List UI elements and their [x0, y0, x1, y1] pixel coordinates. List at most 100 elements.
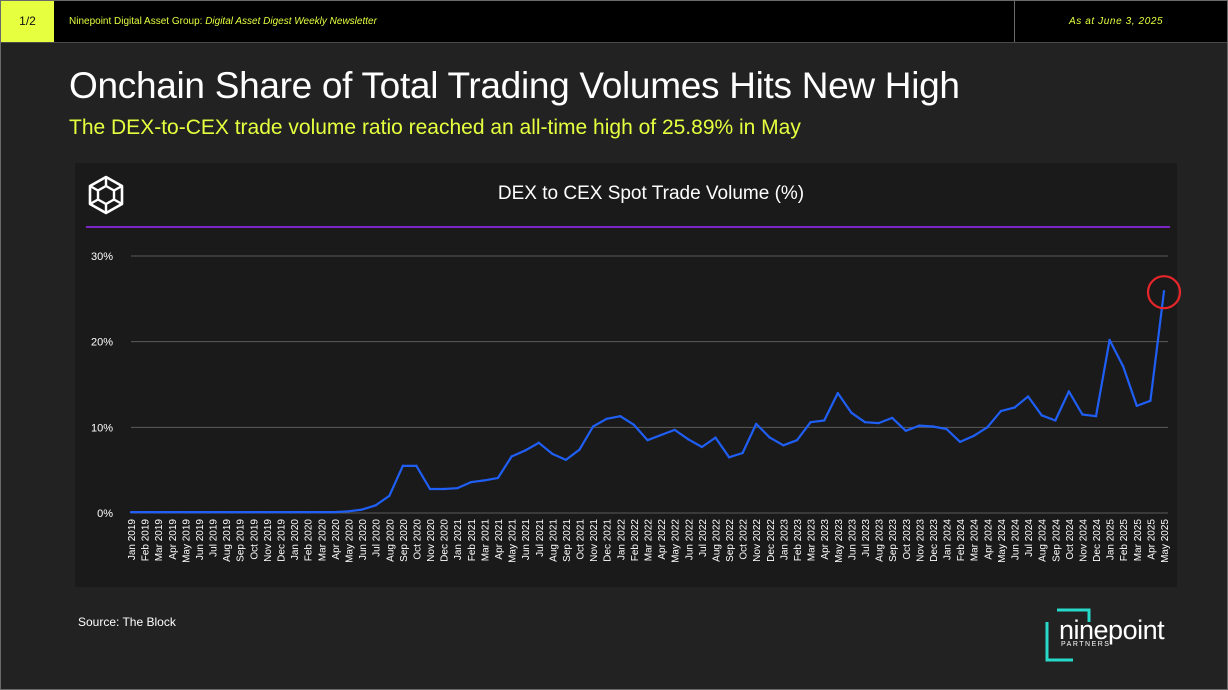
- data-point: [619, 414, 622, 418]
- data-point: [1081, 413, 1084, 416]
- chart-title: DEX to CEX Spot Trade Volume (%): [497, 183, 805, 204]
- data-point: [483, 479, 486, 482]
- ninepoint-logo-icon: [1045, 608, 1091, 662]
- x-tick-label: Apr 2021: [494, 519, 505, 560]
- x-tick-label: Nov 2024: [1078, 519, 1089, 562]
- x-tick-label: Apr 2024: [983, 519, 994, 560]
- data-point: [1040, 414, 1043, 417]
- data-point: [687, 438, 690, 441]
- data-point: [1067, 390, 1071, 393]
- x-tick-label: Feb 2024: [956, 519, 967, 562]
- data-point: [415, 464, 418, 468]
- data-point: [945, 427, 948, 431]
- data-point: [646, 438, 649, 442]
- data-point: [156, 510, 160, 514]
- data-point: [129, 510, 133, 514]
- x-tick-label: Jan 2024: [943, 519, 954, 561]
- data-point: [143, 510, 146, 514]
- x-tick-label: Jan 2023: [779, 519, 790, 561]
- data-point: [537, 441, 540, 444]
- slide-subtitle: The DEX-to-CEX trade volume ratio reache…: [69, 116, 801, 139]
- x-tick-label: Jun 2024: [1010, 519, 1021, 561]
- x-tick-label: Aug 2021: [548, 519, 559, 562]
- x-tick-label: Sep 2019: [236, 519, 247, 562]
- chart-panel: [75, 163, 1177, 587]
- data-point: [279, 510, 282, 514]
- x-tick-label: Jun 2019: [195, 519, 206, 561]
- x-tick-label: May 2025: [1160, 519, 1171, 563]
- data-point: [360, 508, 364, 511]
- data-point: [252, 510, 255, 514]
- x-tick-label: Sep 2021: [562, 519, 573, 562]
- as-at-date: As at June 3, 2025: [1069, 16, 1164, 27]
- x-tick-label: Mar 2020: [317, 519, 328, 562]
- x-tick-label: Mar 2023: [807, 519, 818, 562]
- x-tick-label: May 2024: [997, 519, 1008, 563]
- x-tick-label: Oct 2021: [576, 519, 587, 560]
- page-indicator: 1/2: [1, 1, 54, 42]
- x-tick-label: Feb 2019: [141, 519, 152, 562]
- data-point: [306, 510, 309, 514]
- x-tick-label: Jul 2023: [861, 519, 872, 557]
- data-point: [1094, 414, 1098, 418]
- data-point: [1149, 399, 1152, 402]
- x-tick-label: Aug 2024: [1038, 519, 1049, 562]
- data-point: [401, 464, 405, 468]
- x-tick-label: Nov 2019: [263, 519, 274, 562]
- data-point: [456, 486, 459, 490]
- x-tick-label: Jul 2020: [372, 519, 383, 557]
- data-point: [1054, 419, 1057, 422]
- data-point: [795, 438, 799, 442]
- x-tick-label: Oct 2019: [249, 519, 260, 560]
- data-point: [347, 510, 350, 513]
- x-tick-label: Jun 2020: [358, 519, 369, 561]
- data-point: [388, 494, 391, 498]
- data-point: [605, 417, 608, 420]
- data-point: [523, 449, 527, 452]
- x-tick-label: May 2022: [671, 519, 682, 563]
- data-point: [836, 391, 839, 395]
- data-point: [958, 440, 962, 444]
- data-point: [1162, 290, 1166, 293]
- x-tick-label: Jun 2021: [521, 519, 532, 561]
- data-point: [320, 510, 323, 514]
- header-bar: 1/2 Ninepoint Digital Asset Group: Digit…: [1, 1, 1227, 43]
- newsletter-name: Digital Asset Digest Weekly Newsletter: [205, 16, 377, 27]
- data-point: [184, 510, 187, 514]
- y-tick-label: 10%: [91, 422, 113, 434]
- data-point: [673, 428, 676, 432]
- data-point: [809, 420, 812, 424]
- x-tick-label: Jun 2023: [847, 519, 858, 561]
- x-tick-label: Oct 2022: [739, 519, 750, 560]
- data-point: [442, 487, 445, 491]
- x-tick-label: May 2019: [181, 519, 192, 563]
- x-tick-label: May 2023: [834, 519, 845, 563]
- data-point: [782, 444, 785, 447]
- data-point: [510, 455, 513, 458]
- data-point: [931, 425, 935, 428]
- y-tick-label: 30%: [91, 251, 113, 263]
- y-tick-label: 0%: [97, 508, 113, 520]
- x-tick-label: Apr 2025: [1146, 519, 1157, 560]
- data-point: [1135, 404, 1139, 408]
- x-tick-label: Nov 2023: [915, 519, 926, 562]
- x-tick-label: Apr 2019: [168, 519, 179, 560]
- x-tick-label: Feb 2020: [304, 519, 315, 562]
- data-point: [224, 510, 228, 514]
- data-point: [741, 451, 744, 455]
- data-point: [469, 480, 473, 484]
- data-point: [1122, 365, 1125, 368]
- x-tick-label: Jul 2024: [1024, 519, 1035, 557]
- data-point: [578, 448, 581, 451]
- data-point: [768, 436, 772, 439]
- slide-title: Onchain Share of Total Trading Volumes H…: [69, 65, 960, 106]
- x-tick-label: Dec 2022: [766, 519, 777, 562]
- x-tick-label: Mar 2024: [970, 519, 981, 562]
- data-point: [659, 433, 663, 437]
- x-tick-label: Nov 2020: [426, 519, 437, 562]
- x-tick-label: Aug 2019: [222, 519, 233, 562]
- x-tick-label: Dec 2023: [929, 519, 940, 562]
- data-point: [714, 436, 717, 439]
- data-point: [918, 424, 921, 427]
